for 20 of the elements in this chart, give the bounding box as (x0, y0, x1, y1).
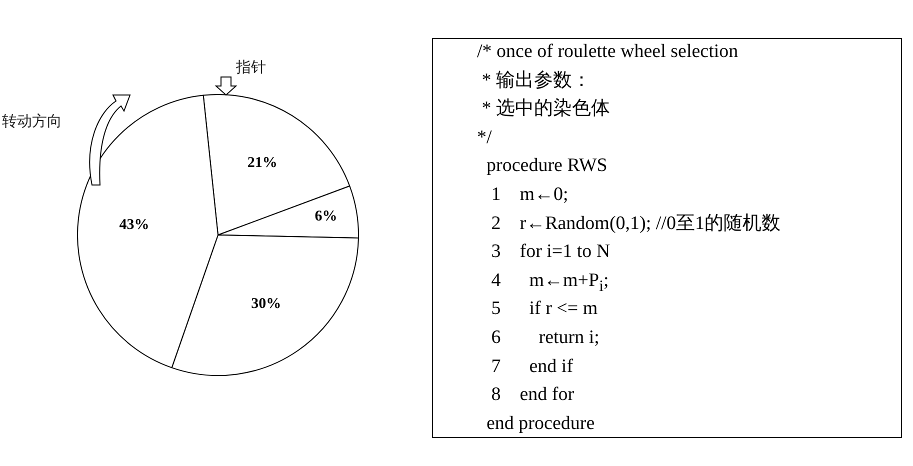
text: */ (477, 126, 492, 149)
text: 4 m←m+P$_{i}$; (490, 270, 609, 297)
text: end procedure (486, 412, 595, 435)
data-label: 30% (251, 296, 282, 312)
text: /* once of roulette wheel selection (477, 41, 738, 63)
data-label: 21% (247, 155, 278, 172)
text: 7 end if (490, 356, 574, 378)
text: * 输出参数： (480, 70, 591, 92)
text: 6 return i; (490, 327, 600, 349)
text: 2 r←Random(0,1); //0至1的随机数 (490, 212, 780, 235)
text: 1 m←0; (490, 184, 568, 206)
data-label: 6% (314, 208, 338, 225)
text: * 选中的染色体 (480, 98, 610, 120)
text: 指针 (236, 58, 266, 77)
text: 8 end for (490, 384, 574, 406)
text: procedure RWS (486, 155, 608, 178)
text: 5 if r <= m (490, 298, 598, 320)
data-label: 43% (119, 217, 150, 234)
text: 3 for i=1 to N (490, 241, 610, 264)
text: 转动方向 (2, 112, 62, 131)
